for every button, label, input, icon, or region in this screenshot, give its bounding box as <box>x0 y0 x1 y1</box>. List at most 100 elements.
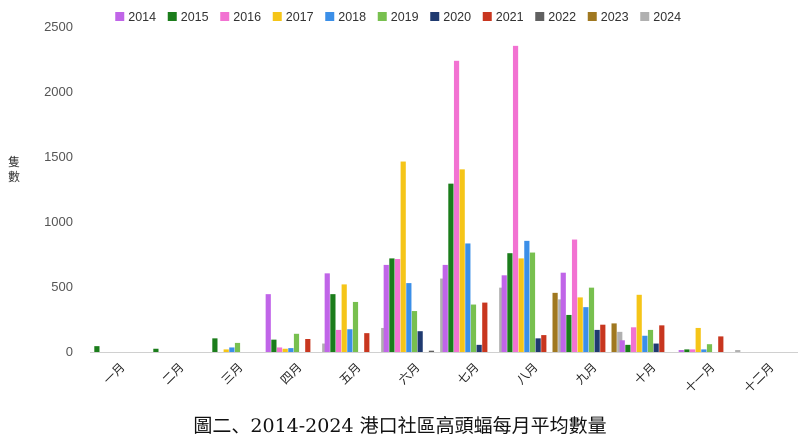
legend-label: 2019 <box>391 10 419 24</box>
y-tick-label: 0 <box>66 344 73 359</box>
bar <box>265 294 271 352</box>
bar <box>541 335 547 352</box>
bar <box>735 350 741 352</box>
y-tick-label: 2500 <box>44 19 73 34</box>
bar <box>518 258 524 352</box>
bar <box>347 329 353 352</box>
chart-caption: 圖二、2014-2024 港口社區高頭蝠每月平均數量 <box>193 415 606 437</box>
bar <box>512 45 519 352</box>
x-tick-label: 五月 <box>337 360 364 387</box>
bar <box>212 338 218 352</box>
x-tick-label: 十一月 <box>682 360 717 395</box>
bar <box>695 327 701 352</box>
legend-label: 2023 <box>601 10 629 24</box>
legend-label: 2020 <box>443 10 471 24</box>
bar <box>529 252 536 352</box>
bar <box>611 323 617 352</box>
bar <box>442 264 448 352</box>
legend-label: 2016 <box>233 10 261 24</box>
bar <box>552 292 558 352</box>
x-tick-label: 七月 <box>455 360 482 387</box>
bar <box>507 253 513 352</box>
x-tick-label: 六月 <box>396 360 423 387</box>
bar <box>465 243 471 352</box>
y-tick-label: 1000 <box>44 214 73 229</box>
legend-swatch <box>272 12 282 21</box>
bar <box>271 339 277 352</box>
legend-swatch <box>220 12 230 21</box>
x-tick-label: 四月 <box>278 360 305 387</box>
bar <box>223 349 229 352</box>
bar <box>571 239 578 352</box>
y-tick-label: 500 <box>51 279 73 294</box>
bar <box>293 333 300 352</box>
bar <box>684 349 690 352</box>
bar <box>383 264 389 352</box>
legend-swatch <box>482 12 492 21</box>
bar <box>453 60 460 353</box>
bar <box>417 331 423 352</box>
bar <box>352 301 359 352</box>
x-tick-label: 十二月 <box>741 360 776 395</box>
legend-swatch <box>115 12 125 21</box>
bar <box>335 329 342 352</box>
bar <box>428 350 435 352</box>
bar <box>282 348 288 352</box>
legend-swatch <box>587 12 597 21</box>
bar <box>630 327 637 352</box>
bar <box>600 324 606 352</box>
legend-swatch <box>325 12 335 21</box>
bar <box>653 343 659 352</box>
bar <box>389 258 395 352</box>
x-tick-label: 十月 <box>632 360 659 387</box>
bar <box>647 329 654 352</box>
bar <box>718 336 724 352</box>
legend-label: 2022 <box>548 10 576 24</box>
bar <box>583 307 589 352</box>
bar <box>594 329 600 352</box>
bar <box>524 240 530 352</box>
x-tick-label: 二月 <box>160 360 187 387</box>
y-axis: 0 500 1000 1500 2000 2500 <box>44 19 73 359</box>
bar <box>229 347 235 352</box>
bar <box>364 333 370 352</box>
bar <box>94 346 100 352</box>
legend-label: 2015 <box>181 10 209 24</box>
bar <box>288 348 294 352</box>
bar <box>678 350 684 352</box>
bar <box>330 294 336 352</box>
bar <box>501 275 507 352</box>
bar <box>406 283 412 352</box>
bar <box>636 294 642 352</box>
legend-swatch <box>377 12 387 21</box>
bar <box>234 342 241 352</box>
bar <box>535 338 541 352</box>
bar <box>659 325 665 352</box>
legend-label: 2021 <box>496 10 524 24</box>
x-tick-label: 一月 <box>101 360 128 387</box>
x-tick-label: 三月 <box>219 360 246 387</box>
bar <box>625 344 631 352</box>
x-tick-label: 八月 <box>514 360 541 387</box>
legend-label: 2014 <box>128 10 156 24</box>
bar <box>341 284 347 352</box>
legend-label: 2024 <box>653 10 681 24</box>
y-tick-label: 1500 <box>44 149 73 164</box>
bar <box>560 272 566 352</box>
plot-area <box>90 45 798 353</box>
bar <box>394 259 401 352</box>
bar <box>619 340 625 352</box>
legend-swatch <box>167 12 177 21</box>
x-axis: 一月 二月 三月 四月 五月 六月 七月 八月 九月 十月 十一月 十二月 <box>101 360 777 395</box>
bar <box>400 161 406 352</box>
bar <box>411 311 418 352</box>
legend-swatch <box>430 12 440 21</box>
bar <box>448 183 454 352</box>
bar <box>324 273 330 352</box>
bar <box>482 302 488 352</box>
bar <box>470 304 477 352</box>
bar <box>276 347 283 352</box>
legend-swatch <box>535 12 545 21</box>
legend: 2014 2015 2016 2017 2018 2019 2020 2021 2022 2023… <box>115 10 681 24</box>
legend-swatch <box>640 12 650 21</box>
